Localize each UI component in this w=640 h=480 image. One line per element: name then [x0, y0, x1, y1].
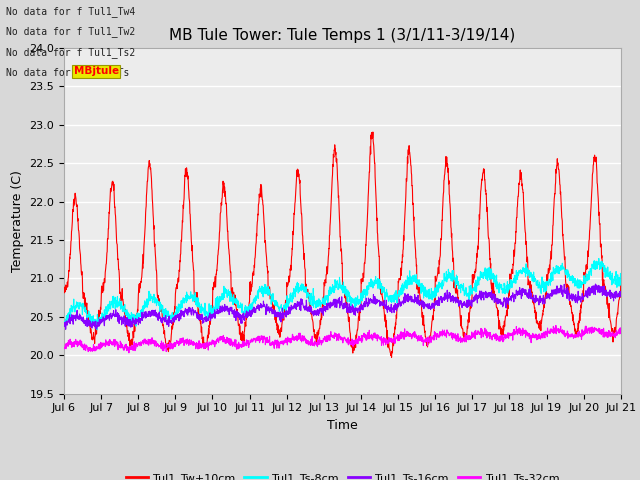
Text: No data for f Tul1_Tw4: No data for f Tul1_Tw4	[6, 6, 136, 17]
Title: MB Tule Tower: Tule Temps 1 (3/1/11-3/19/14): MB Tule Tower: Tule Temps 1 (3/1/11-3/19…	[169, 28, 516, 43]
Text: MBjtule: MBjtule	[74, 66, 119, 76]
X-axis label: Time: Time	[327, 419, 358, 432]
Text: No data for f Tul1_Ts: No data for f Tul1_Ts	[6, 67, 130, 78]
Text: No data for f Tul1_Tw2: No data for f Tul1_Tw2	[6, 26, 136, 37]
Text: No data for f Tul1_Ts2: No data for f Tul1_Ts2	[6, 47, 136, 58]
Y-axis label: Temperature (C): Temperature (C)	[11, 170, 24, 272]
Legend: Tul1_Tw+10cm, Tul1_Ts-8cm, Tul1_Ts-16cm, Tul1_Ts-32cm: Tul1_Tw+10cm, Tul1_Ts-8cm, Tul1_Ts-16cm,…	[121, 468, 564, 480]
